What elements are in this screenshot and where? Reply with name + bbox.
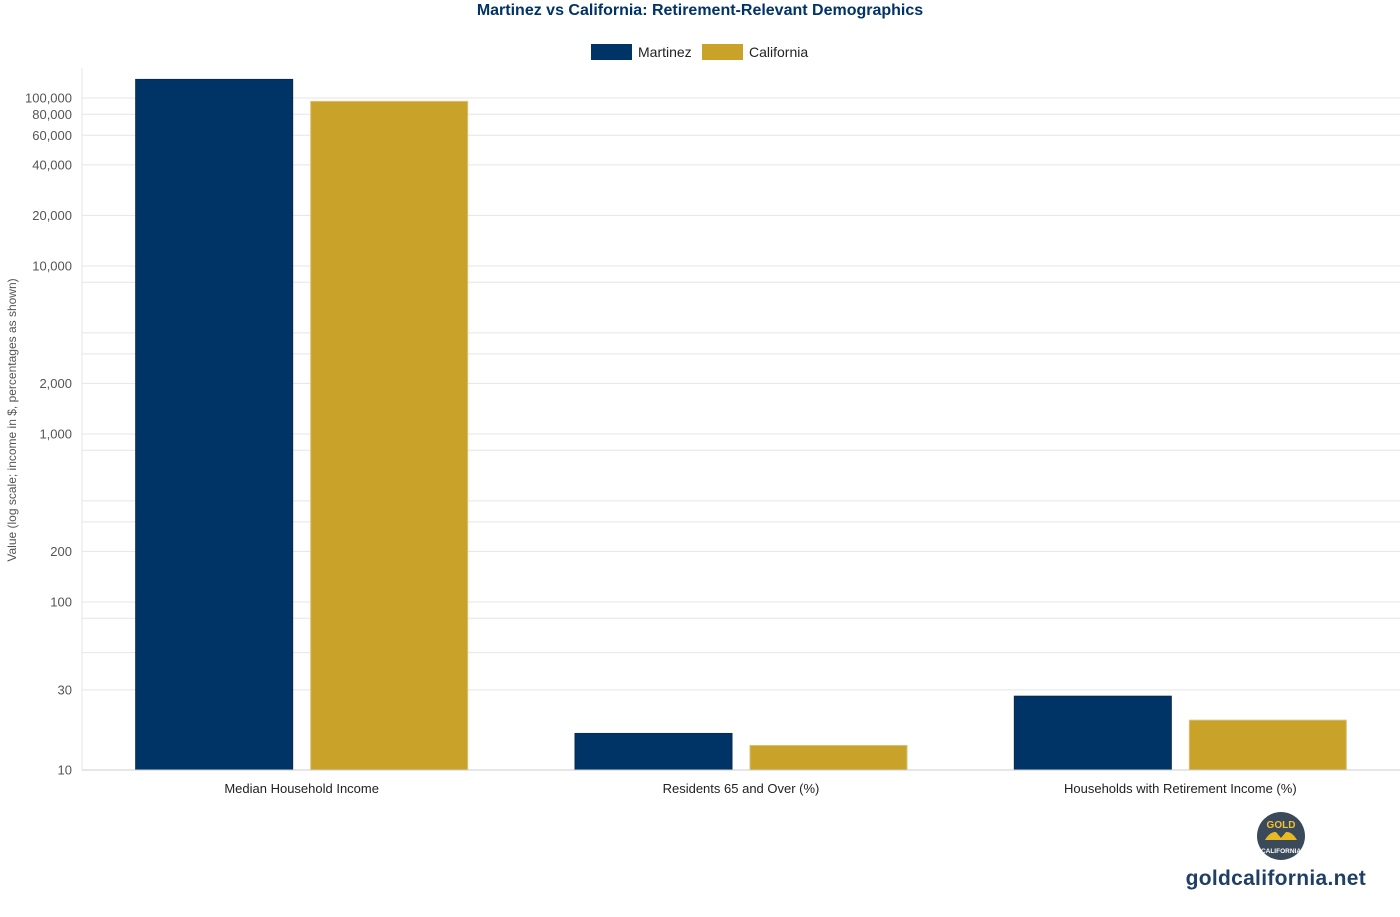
legend-swatch-california <box>702 44 743 60</box>
bar-martinez[interactable] <box>135 78 294 771</box>
y-tick-label: 30 <box>58 682 72 697</box>
logo-text-gold: GOLD <box>1267 820 1296 831</box>
bar-martinez[interactable] <box>1013 695 1172 771</box>
bar-group <box>135 78 1347 771</box>
legend-label-martinez: Martinez <box>638 44 692 60</box>
y-tick-label: 10 <box>58 763 72 778</box>
legend-swatch-martinez <box>591 44 632 60</box>
y-tick-label: 1,000 <box>39 427 72 442</box>
gold-california-logo: GOLD CALIFORNIA <box>1257 812 1305 860</box>
bar-california[interactable] <box>749 744 908 771</box>
bar-martinez[interactable] <box>574 732 733 771</box>
y-tick-labels: 10 30 100 200 1,000 2,000 10,000 20,000 40,000 60… <box>25 91 72 778</box>
y-tick-label: 10,000 <box>32 259 72 274</box>
x-tick-labels: Median Household Income Residents 65 and … <box>224 781 1296 796</box>
x-tick-label: Households with Retirement Income (%) <box>1064 781 1297 796</box>
y-tick-label: 2,000 <box>39 376 72 391</box>
chart-title: Martinez vs California: Retirement-Relev… <box>477 2 923 19</box>
y-axis-title: Value (log scale; income in $, percentag… <box>5 278 19 561</box>
y-tick-label: 20,000 <box>32 208 72 223</box>
y-tick-label: 100 <box>50 595 72 610</box>
y-tick-label: 200 <box>50 544 72 559</box>
y-tick-label: 60,000 <box>32 128 72 143</box>
brand-url[interactable]: goldcalifornia.net <box>1185 867 1366 890</box>
legend-label-california: California <box>749 44 808 60</box>
bar-california[interactable] <box>1188 719 1347 771</box>
logo-text-california: CALIFORNIA <box>1261 848 1301 855</box>
y-tick-label: 40,000 <box>32 157 72 172</box>
bar-california[interactable] <box>310 100 469 771</box>
legend: Martinez California <box>591 44 808 60</box>
x-tick-label: Median Household Income <box>224 781 379 796</box>
x-tick-label: Residents 65 and Over (%) <box>663 781 820 796</box>
grid-layer <box>82 97 1400 691</box>
y-tick-label: 80,000 <box>32 107 72 122</box>
y-tick-label: 100,000 <box>25 91 72 106</box>
